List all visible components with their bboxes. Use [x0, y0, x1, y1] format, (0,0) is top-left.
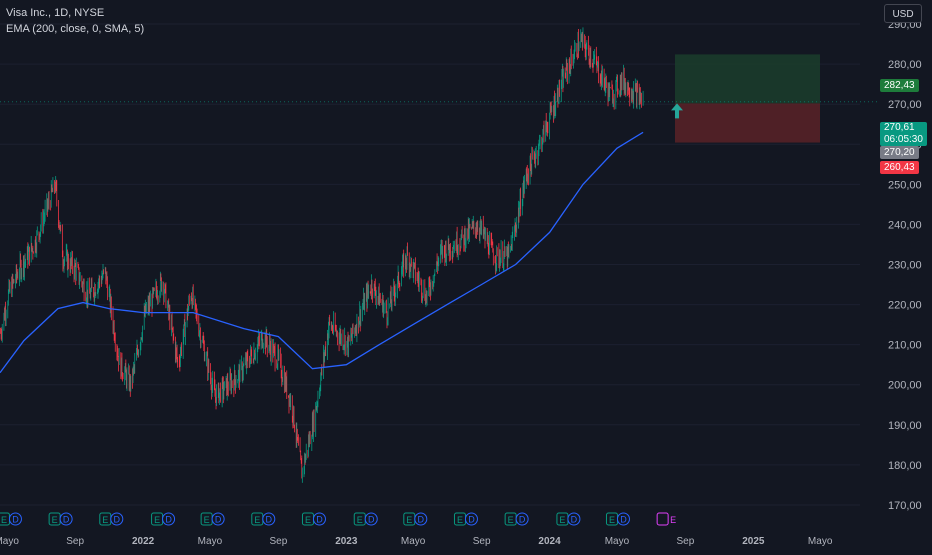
dividend-label: D: [571, 515, 578, 525]
earnings-label: E: [457, 515, 463, 525]
last-price-tag: 270,61 06:05:30: [880, 122, 927, 146]
earnings-icon[interactable]: [656, 512, 669, 526]
time-axis-label: Sep: [473, 536, 491, 547]
dividend-icon[interactable]: [110, 512, 124, 526]
price-axis-label: 180,00: [888, 460, 922, 472]
dividend-icon[interactable]: [162, 512, 176, 526]
earnings-label: E: [406, 515, 412, 525]
target-price-tag: 282,43: [880, 79, 919, 92]
price-axis-label: 170,00: [888, 500, 922, 512]
time-axis-label: Sep: [269, 536, 287, 547]
dividend-icon[interactable]: [8, 512, 22, 526]
stop-price-tag: 260,43: [880, 161, 919, 174]
dividend-label: D: [468, 515, 475, 525]
dividend-icon[interactable]: [364, 512, 378, 526]
last-price-value: 270,61: [884, 122, 915, 133]
earnings-label: E: [154, 515, 160, 525]
bar-countdown: 06:05:30: [884, 134, 923, 145]
time-axis-label: Mayo: [198, 536, 223, 547]
price-axis-label: 240,00: [888, 219, 922, 231]
earnings-label: E: [508, 515, 514, 525]
earnings-label: E: [305, 515, 311, 525]
time-axis-label: Mayo: [605, 536, 630, 547]
dividend-icon[interactable]: [414, 512, 428, 526]
currency-button[interactable]: USD: [884, 4, 922, 23]
time-axis-label: 2023: [335, 536, 358, 547]
dividend-label: D: [12, 515, 19, 525]
dividend-icon[interactable]: [262, 512, 276, 526]
time-axis-label: Mayo: [808, 536, 833, 547]
dividend-icon[interactable]: [515, 512, 529, 526]
earnings-label: E: [357, 515, 363, 525]
dividend-label: D: [418, 515, 425, 525]
dividend-label: D: [368, 515, 375, 525]
earnings-label: E: [52, 515, 58, 525]
ema-line[interactable]: [0, 131, 644, 374]
price-axis-label: 230,00: [888, 260, 922, 272]
earnings-label: E: [102, 515, 108, 525]
price-axis-label: 280,00: [888, 59, 922, 71]
symbol-title[interactable]: Visa Inc., 1D, NYSE: [6, 7, 105, 19]
dividend-label: D: [519, 515, 526, 525]
indicator-label[interactable]: EMA (200, close, 0, SMA, 5): [6, 23, 145, 35]
dividend-label: D: [114, 515, 121, 525]
dividend-label: D: [215, 515, 222, 525]
time-axis-label: 2022: [132, 536, 155, 547]
price-axis-label: 190,00: [888, 420, 922, 432]
earnings-label: E: [609, 515, 615, 525]
event-marker[interactable]: E: [656, 512, 676, 526]
chart-legend: Visa Inc., 1D, NYSE EMA (200, close, 0, …: [6, 5, 144, 37]
dividend-icon[interactable]: [59, 512, 73, 526]
time-axis-label: Mayo: [401, 536, 426, 547]
time-axis-label: Sep: [66, 536, 84, 547]
earnings-label: E: [254, 515, 260, 525]
earnings-label: E: [1, 515, 7, 525]
entry-price-tag: 270,20: [880, 146, 919, 159]
earnings-label: E: [204, 515, 210, 525]
dividend-label: D: [620, 515, 627, 525]
upcoming-earnings-label: E: [670, 515, 676, 525]
dividend-label: D: [165, 515, 172, 525]
price-axis-label: 250,00: [888, 179, 922, 191]
price-axis-label: 210,00: [888, 340, 922, 352]
time-axis-label: Sep: [677, 536, 695, 547]
dividend-icon[interactable]: [312, 512, 326, 526]
earnings-label: E: [559, 515, 565, 525]
price-axis-label: 200,00: [888, 380, 922, 392]
dividend-label: D: [316, 515, 323, 525]
target-zone[interactable]: [675, 54, 820, 104]
price-axis-label: 220,00: [888, 300, 922, 312]
time-axis-label: 2024: [538, 536, 561, 547]
dividend-icon[interactable]: [616, 512, 630, 526]
dividend-label: D: [63, 515, 70, 525]
time-axis-label: Mayo: [0, 536, 19, 547]
stop-zone[interactable]: [675, 103, 820, 143]
dividend-label: D: [266, 515, 273, 525]
dividend-icon[interactable]: [567, 512, 581, 526]
buy-arrow-icon[interactable]: [671, 103, 683, 119]
price-axis-label: 270,00: [888, 99, 922, 111]
time-axis-label: 2025: [742, 536, 765, 547]
dividend-icon[interactable]: [464, 512, 478, 526]
dividend-icon[interactable]: [211, 512, 225, 526]
